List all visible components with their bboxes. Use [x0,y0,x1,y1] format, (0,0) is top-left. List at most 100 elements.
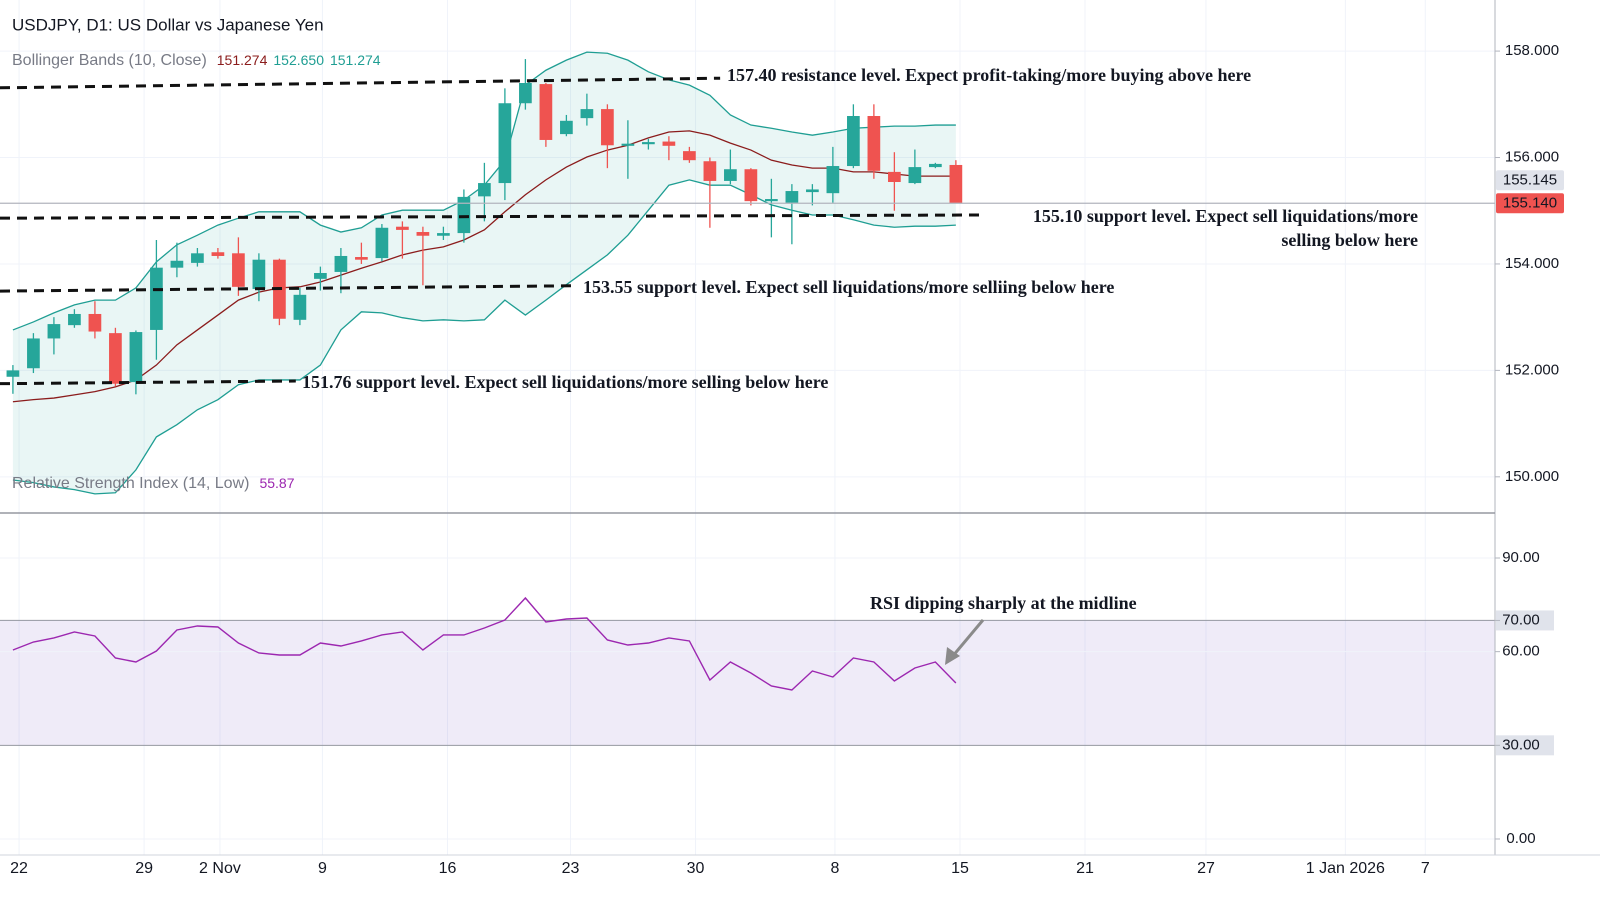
indicator-name: Bollinger Bands (10, Close) [12,52,207,69]
annotation-text: 153.55 support level. Expect sell liquid… [583,277,1114,297]
annotation-text: 155.10 support level. Expect sell liquid… [1033,206,1418,226]
x-tick-label: 15 [951,860,969,877]
candle-body [724,169,737,181]
candle-body [334,255,348,272]
candle-body [6,370,20,377]
candle-body [293,294,307,320]
candle-body [416,232,430,236]
annotation-text: 157.40 resistance level. Expect profit-t… [727,65,1251,85]
candle-body [662,141,676,146]
indicator-legend: Bollinger Bands (10, Close) 151.274 152.65… [12,52,381,70]
grid [0,0,1495,855]
band-line [12,130,956,403]
price-tag [1496,193,1564,214]
x-tick-label: 2 Nov [199,860,241,877]
candle-body [150,267,163,330]
candle-body [170,260,184,268]
indicator-name: Relative Strength Index (14, Low) [12,475,249,492]
y-tick-label: 90.00 [1502,549,1540,566]
candle-body [621,143,635,146]
candle-body [908,167,922,184]
candle-body [211,252,225,256]
candle-body [88,313,102,332]
candle-body [314,272,327,279]
indicator-value: 152.650 [273,52,324,68]
annotation-line [0,379,296,386]
candle-body [744,169,758,202]
y-tick-label: 0.00 [1506,830,1535,847]
candle-body [703,161,717,181]
x-tick-label: 8 [830,860,839,877]
x-tick-label: 27 [1197,860,1215,877]
x-tick-label: 16 [439,860,457,877]
candle-body [355,257,368,260]
indicator-value: 55.87 [259,475,294,491]
price-tag [1496,170,1564,191]
x-tick-label: 29 [135,860,153,877]
candle-body [519,83,532,104]
y-tick-label: 154.000 [1505,255,1559,272]
candle-body [560,120,573,135]
candle-body [396,226,409,230]
candle-body [826,166,840,194]
y-tick-label: 150.000 [1505,468,1559,485]
x-tick-label: 9 [318,860,327,877]
candle-body [601,109,614,146]
rsi-legend: Relative Strength Index (14, Low) 55.87 [12,475,295,493]
candle-body [642,142,655,145]
candle-body [765,199,778,202]
y-tick-label: 156.000 [1505,148,1559,165]
indicator-value: 151.274 [330,52,381,68]
annotation-arrow [950,619,985,658]
candle-body [375,227,389,259]
rsi-annotation: RSI dipping sharply at the midline [870,593,1137,613]
candle-body [539,84,553,140]
candle-body [949,164,963,204]
rsi-band [0,620,1495,746]
x-tick-label: 21 [1076,860,1094,877]
x-tick-label: 23 [562,860,580,877]
x-tick-label: 30 [687,860,705,877]
tick-label-box [1496,610,1554,631]
candle-body [478,183,491,197]
price-tag-label: 155.145 [1503,171,1557,188]
x-tick-label: 1 Jan 2026 [1306,860,1385,877]
candle-body [109,333,122,384]
candle-body [683,151,696,161]
band-fill [12,52,956,494]
x-tick-label: 22 [10,860,28,877]
y-tick-label: 152.000 [1505,361,1559,378]
labels: 22 29 2 Nov 9 16 23 30 8 15 21 27 1 Jan 2026 7 158.00… [10,42,1564,877]
candle-body [580,109,594,119]
y-tick-label: 30.00 [1502,736,1540,753]
y-tick-label: 60.00 [1502,643,1540,660]
candle-body [806,189,819,193]
y-tick-label: 70.00 [1502,611,1540,628]
candle-body [929,163,942,168]
price-tag-label: 155.140 [1503,194,1557,211]
candle-body [47,324,61,339]
y-tick-label: 158.000 [1505,42,1559,59]
annotation-text: 151.76 support level. Expect sell liquid… [302,372,828,392]
chart-title: USDJPY, D1: US Dollar vs Japanese Yen [12,15,324,34]
candle-body [191,253,204,263]
candle-body [68,313,81,326]
candle-body [847,116,860,167]
plot [0,51,1495,691]
annotation-text: selling below here [1281,230,1418,250]
candle-body [252,259,266,289]
candle-body [785,191,799,203]
candle-body [457,196,471,234]
x-tick-label: 7 [1421,860,1430,877]
annotation-line [0,76,721,90]
annotation-line [0,213,981,220]
candle-body [498,103,512,184]
annotation-arrowhead [945,647,960,665]
candle-body [27,338,40,369]
tick-label-box [1496,735,1554,756]
band-line [12,179,956,495]
indicator-value: 151.274 [217,52,268,68]
rsi-line [12,596,957,691]
